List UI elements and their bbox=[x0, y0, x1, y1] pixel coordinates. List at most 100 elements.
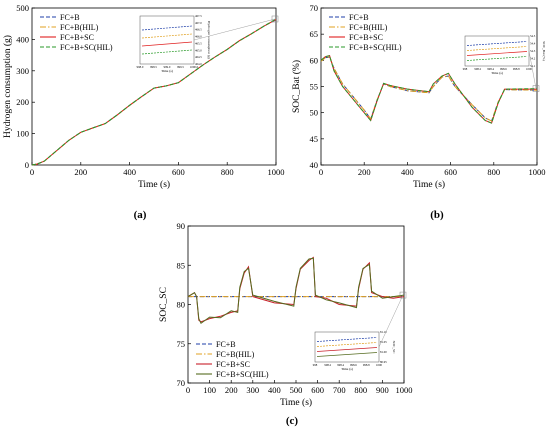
chart-panel-a: 0 200 400 600 800 1000 0 100 200 300 400 500 Time (s… bbox=[2, 3, 285, 190]
legend-label: FC+B+SC(HIL) bbox=[60, 43, 113, 52]
inset-x-tick-label: 998 bbox=[463, 67, 468, 71]
zoom-marker bbox=[399, 291, 407, 299]
inset-x-tick-label: 998.6 bbox=[500, 67, 507, 71]
legend-label: FC+B(HIL) bbox=[349, 23, 388, 32]
inset-y-tick-label: 467.5 bbox=[195, 14, 202, 18]
zoom-connector bbox=[378, 294, 404, 348]
inset-x-tick-label: 998 bbox=[313, 363, 318, 367]
y-tick-label: 45 bbox=[310, 134, 319, 144]
y-tick-label: 40 bbox=[310, 160, 319, 170]
chart-panel-c: 0 100 200 300 400 500 600 700 800 900 1000 70 75 80 85… bbox=[159, 221, 413, 408]
y-tick-label: 70 bbox=[177, 378, 186, 388]
x-tick-label: 200 bbox=[225, 385, 238, 395]
inset-x-tick-label: 998.8 bbox=[513, 67, 520, 71]
inset-series-line bbox=[466, 56, 528, 61]
x-tick-label: 600 bbox=[444, 167, 457, 177]
inset-x-tick-label: 1000 bbox=[376, 363, 383, 367]
x-tick-label: 300 bbox=[246, 385, 259, 395]
x-tick-label: 800 bbox=[354, 385, 367, 395]
legend-label: FC+B bbox=[349, 13, 369, 22]
inset-y-tick-label: 54.4 bbox=[530, 42, 536, 46]
x-tick-label: 500 bbox=[290, 385, 303, 395]
inset-x-label: Time (s) bbox=[491, 71, 504, 75]
x-tick-label: 1000 bbox=[268, 167, 285, 177]
y-tick-label: 300 bbox=[16, 66, 29, 76]
inset-y-tick-label: 80.95 bbox=[380, 360, 387, 364]
inset-y-tick-label: 81.00 bbox=[380, 350, 387, 354]
x-tick-label: 0 bbox=[30, 167, 34, 177]
y-tick-label: 85 bbox=[177, 260, 186, 270]
inset-series-line bbox=[141, 25, 193, 31]
legend-label: FC+B(HIL) bbox=[216, 350, 255, 359]
y-tick-label: 100 bbox=[16, 129, 29, 139]
inset-x-tick-label: 1000 bbox=[526, 67, 533, 71]
x-tick-label: 400 bbox=[123, 167, 136, 177]
legend-label: FC+B+SC bbox=[60, 33, 94, 42]
inset-x-label: Time (s) bbox=[161, 69, 174, 73]
x-axis-label: Time (s) bbox=[138, 179, 170, 190]
x-tick-label: 0 bbox=[186, 385, 190, 395]
inset-x-tick-label: 998.2 bbox=[474, 67, 481, 71]
inset-series-line bbox=[141, 33, 193, 39]
x-tick-label: 100 bbox=[203, 385, 216, 395]
y-tick-label: 500 bbox=[16, 3, 29, 13]
x-tick-label: 200 bbox=[74, 167, 87, 177]
inset-y-tick-label: 81.05 bbox=[380, 340, 387, 344]
legend-label: FC+B bbox=[216, 340, 236, 349]
y-axis-label: SOC_Bat (%) bbox=[291, 60, 302, 113]
chart-panel-b: 0 200 400 600 800 1000 40 45 50 55 60 65 70 Time (s) S… bbox=[291, 3, 546, 190]
inset-y-tick-label: 464.0 bbox=[195, 62, 202, 66]
inset-x-label: Time (s) bbox=[341, 367, 354, 371]
inset-series-line bbox=[141, 41, 193, 47]
inset-x-tick-label: 998.0 bbox=[137, 65, 144, 69]
y-tick-label: 65 bbox=[310, 29, 319, 39]
inset-series-line bbox=[466, 41, 528, 46]
inset-y-tick-label: 464.5 bbox=[195, 55, 202, 59]
y-tick-label: 55 bbox=[310, 82, 319, 92]
legend-label: FC+B+SC bbox=[216, 360, 250, 369]
series-line-fc-b-sc-hil- bbox=[187, 257, 405, 325]
legend-label: FC+B+SC(HIL) bbox=[216, 370, 269, 379]
y-axis-label: SOC_SC bbox=[159, 287, 169, 322]
inset-y-tick-label: 81.10 bbox=[380, 330, 387, 334]
inset-y-tick-label: 54.5 bbox=[530, 34, 536, 38]
zoom-marker bbox=[532, 85, 540, 92]
y-tick-label: 70 bbox=[310, 3, 319, 13]
zoom-connector bbox=[193, 18, 276, 41]
legend-label: FC+B+SC(HIL) bbox=[349, 43, 402, 52]
inset-y-tick-label: 465.5 bbox=[195, 41, 202, 45]
inset-series-line bbox=[141, 49, 193, 55]
x-tick-label: 400 bbox=[268, 385, 281, 395]
inset-x-tick-label: 998.6 bbox=[350, 363, 357, 367]
inset-y-label: Hydrogen consumption (g) bbox=[207, 21, 211, 60]
inset-x-tick-label: 998.8 bbox=[363, 363, 370, 367]
inset-y-tick-label: 54.3 bbox=[530, 49, 536, 53]
inset-y-tick-label: 54.2 bbox=[530, 57, 536, 61]
y-tick-label: 50 bbox=[310, 108, 319, 118]
inset-frame bbox=[464, 35, 530, 67]
legend-label: FC+B+SC bbox=[349, 33, 383, 42]
inset-x-tick-label: 1000.0 bbox=[190, 65, 199, 69]
x-tick-label: 600 bbox=[172, 167, 185, 177]
series-line-fc-b-sc-hil- bbox=[320, 54, 538, 124]
inset-x-tick-label: 998.4 bbox=[337, 363, 344, 367]
inset-y-tick-label: 466.5 bbox=[195, 28, 202, 32]
inset-y-tick-label: 467.0 bbox=[195, 21, 202, 25]
x-tick-label: 400 bbox=[401, 167, 414, 177]
inset-series-line bbox=[316, 352, 378, 357]
inset-x-tick-label: 998.4 bbox=[487, 67, 494, 71]
plot-frame bbox=[31, 7, 277, 166]
y-tick-label: 400 bbox=[16, 34, 29, 44]
panel-label-b: (b) bbox=[430, 209, 444, 221]
inset-x-tick-label: 999.0 bbox=[164, 65, 171, 69]
x-tick-label: 800 bbox=[221, 167, 234, 177]
y-tick-label: 90 bbox=[177, 221, 186, 231]
panel-label-a: (a) bbox=[134, 209, 147, 221]
inset-series-line bbox=[316, 347, 378, 352]
inset-x-tick-label: 999.5 bbox=[177, 65, 184, 69]
zoom-connector bbox=[528, 50, 537, 89]
